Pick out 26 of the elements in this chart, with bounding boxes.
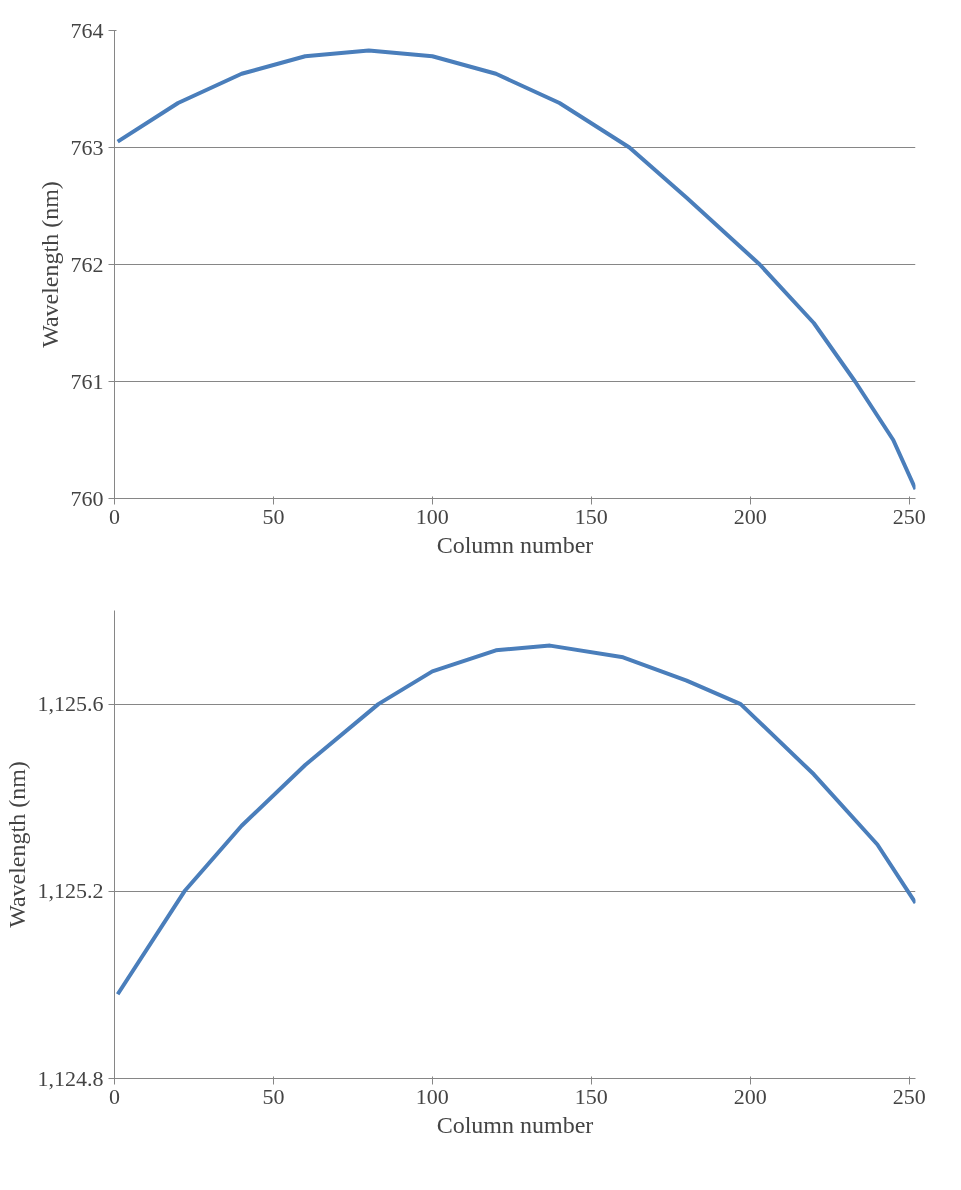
y-tick-label: 1,125.2	[37, 878, 104, 904]
x-tick-label: 50	[262, 503, 285, 529]
line-series	[115, 48, 916, 492]
y-tick-label: 760	[70, 485, 104, 511]
line-series	[115, 643, 916, 997]
x-tick-label: 0	[109, 503, 120, 529]
x-tick-label: 0	[109, 1083, 120, 1109]
x-tick-label: 200	[733, 1083, 767, 1109]
x-tick-label: 250	[892, 1083, 926, 1109]
y-tick-label: 1,124.8	[37, 1065, 104, 1091]
y-axis-title: Wavelength (nm)	[3, 761, 30, 928]
y-tick-label: 763	[70, 134, 104, 160]
x-tick-label: 150	[574, 1083, 608, 1109]
x-tick-label: 200	[733, 503, 767, 529]
x-axis-title: Column number	[436, 1111, 594, 1138]
y-tick-label: 761	[70, 368, 104, 394]
x-tick-label: 250	[892, 503, 926, 529]
x-tick-label: 100	[415, 1083, 449, 1109]
y-tick-label: 762	[70, 251, 104, 277]
y-axis-title: Wavelength (nm)	[36, 181, 63, 348]
x-axis-title: Column number	[436, 531, 594, 558]
x-tick-label: 50	[262, 1083, 285, 1109]
x-tick-label: 100	[415, 503, 449, 529]
y-tick-label: 764	[70, 17, 104, 43]
y-tick-label: 1,125.6	[37, 691, 104, 717]
x-tick-label: 150	[574, 503, 608, 529]
